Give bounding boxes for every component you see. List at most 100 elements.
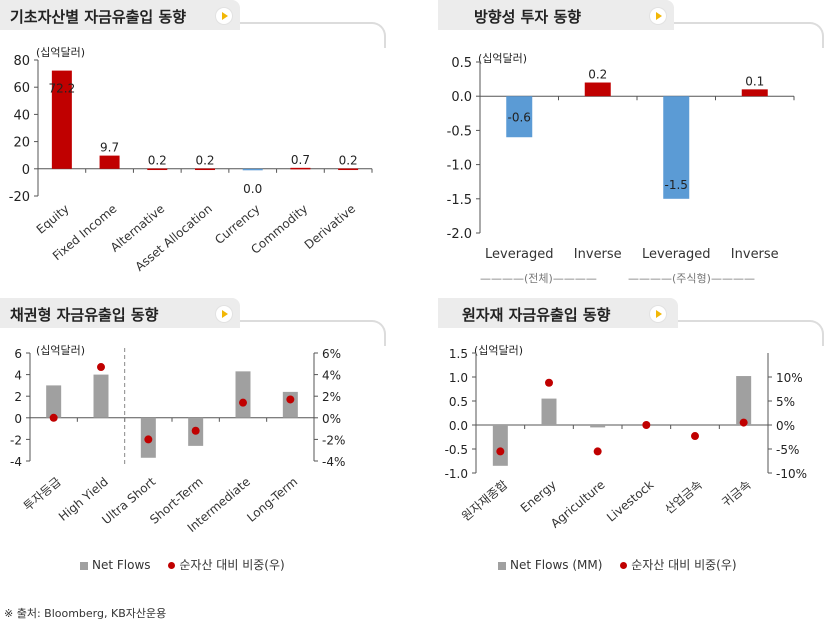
group-label-text: (전체) xyxy=(524,272,553,285)
y-tick-label: 0.5 xyxy=(451,56,472,71)
y-tick-label: -0.5 xyxy=(447,124,472,139)
x-category-label: Inverse xyxy=(731,247,779,262)
x-category-label: 산업금속 xyxy=(662,478,705,517)
data-label: 0.7 xyxy=(291,153,310,167)
play-icon[interactable] xyxy=(650,306,666,322)
group-label-total: ————(전체)———— xyxy=(480,272,597,285)
chart-asset-class: -20 0 20 40 60 80 72.2 9.7 0.2 0.2 0.0 0.7 0.2 Equity… xyxy=(9,54,373,274)
y2-tick-label: 6% xyxy=(322,347,341,361)
legend-swatch-bar xyxy=(80,561,88,570)
legend-swatch-dot xyxy=(168,562,176,569)
dot-marker xyxy=(191,426,200,435)
dot-marker xyxy=(239,398,247,407)
x-category-label: 귀금속 xyxy=(719,478,753,510)
data-label: -1.5 xyxy=(665,178,688,192)
panel-tab: 방향성 투자 동향 xyxy=(438,0,674,30)
y2-tick-label: 0% xyxy=(322,412,341,426)
bar xyxy=(492,425,508,466)
data-label: 0.2 xyxy=(148,154,167,168)
y-tick-label: 80 xyxy=(13,54,30,69)
x-category-label: Derivative xyxy=(302,202,358,252)
y-tick-label: 1.5 xyxy=(449,347,468,361)
x-category-label: Equity xyxy=(34,202,72,237)
dot-marker xyxy=(593,447,602,456)
y-tick-label: 6 xyxy=(14,347,22,361)
panel-commodity: 원자재 자금유출입 동향 (십억달러) -1.0 -0.5 0.0 0.5 1.0 1.5… xyxy=(438,298,824,588)
y2-tick-label: 0% xyxy=(776,419,795,433)
legend: Net Flows 순자산 대비 비중(우) xyxy=(80,556,285,573)
legend-label: 순자산 대비 비중(우) xyxy=(179,558,285,572)
unit-label: (십억달러) xyxy=(478,52,528,65)
x-category-label: 원자재종합 xyxy=(459,478,510,524)
y-tick-label: 4 xyxy=(14,369,22,383)
panel-tab: 기초자산별 자금유출입 동향 xyxy=(0,0,240,30)
y-tick-label: -1.0 xyxy=(445,467,468,481)
bar xyxy=(290,167,311,170)
source-footnote: ※ 출처: Bloomberg, KB자산운용 xyxy=(4,607,167,620)
bar xyxy=(506,96,533,138)
legend-swatch-bar xyxy=(498,561,506,570)
unit-label: (십억달러) xyxy=(36,46,86,59)
play-icon[interactable] xyxy=(216,8,232,24)
bar xyxy=(741,89,768,97)
y-tick-label: 0.0 xyxy=(451,90,472,105)
dot-marker xyxy=(545,378,553,387)
y-tick-label: 1.0 xyxy=(449,371,468,385)
play-icon[interactable] xyxy=(650,8,666,24)
y-tick-label: -1.0 xyxy=(447,159,472,174)
x-category-label: Energy xyxy=(518,478,559,516)
data-label: -0.6 xyxy=(508,111,531,125)
y-tick-label: 0.5 xyxy=(449,395,468,409)
panel-title: 채권형 자금유출입 동향 xyxy=(10,306,159,324)
y2-tick-label: -5% xyxy=(776,443,799,457)
x-category-label: Livestock xyxy=(604,478,656,525)
panel-title: 기초자산별 자금유출입 동향 xyxy=(10,8,187,26)
y2-tick-label: 5% xyxy=(776,395,795,409)
bar xyxy=(338,168,359,171)
dot-marker xyxy=(496,447,505,456)
x-category-label: Inverse xyxy=(574,247,622,262)
bar xyxy=(51,70,72,169)
y2-tick-label: 2% xyxy=(322,390,341,404)
bar xyxy=(235,371,251,418)
legend-label: 순자산 대비 비중(우) xyxy=(631,558,737,572)
bar xyxy=(46,385,62,418)
x-category-label: 투자등급 xyxy=(21,475,64,514)
panel-tab: 채권형 자금유출입 동향 xyxy=(0,298,240,328)
data-label: 0.2 xyxy=(339,154,358,168)
unit-label: (십억달러) xyxy=(474,344,524,357)
y2-tick-label: 10% xyxy=(776,371,803,385)
data-label: 0.1 xyxy=(745,74,764,88)
y-tick-label: 2 xyxy=(14,390,22,404)
bar xyxy=(663,96,690,199)
data-label: 0.2 xyxy=(195,154,214,168)
legend: Net Flows (MM) 순자산 대비 비중(우) xyxy=(498,556,737,573)
y2-tick-label: -2% xyxy=(322,433,345,447)
panel-title: 원자재 자금유출입 동향 xyxy=(462,306,611,324)
play-icon[interactable] xyxy=(216,306,232,322)
bar xyxy=(93,374,109,418)
unit-label: (십억달러) xyxy=(36,344,86,357)
bar xyxy=(195,168,215,171)
x-category-label: Leveraged xyxy=(485,247,554,262)
legend-label: Net Flows xyxy=(92,558,151,572)
legend-label: Net Flows (MM) xyxy=(510,558,603,572)
panel-corner xyxy=(360,320,386,346)
dot-marker xyxy=(691,432,699,441)
data-label: 0.2 xyxy=(588,68,607,82)
y-tick-label: 0 xyxy=(14,412,22,426)
chart-directional: -2.0 -1.5 -1.0 -0.5 0.0 0.5 -0.6 0.2 -1.5 0.1 Leve… xyxy=(447,56,795,262)
panel-title: 방향성 투자 동향 xyxy=(474,8,582,26)
dot-marker xyxy=(144,435,153,444)
panel-border xyxy=(240,320,362,322)
panel-tab: 원자재 자금유출입 동향 xyxy=(438,298,678,328)
panel-border xyxy=(240,22,362,24)
y2-tick-label: 4% xyxy=(322,369,341,383)
dot-marker xyxy=(97,363,105,372)
bar xyxy=(584,82,611,97)
data-label: 0.0 xyxy=(243,182,262,196)
panel-asset-class: 기초자산별 자금유출입 동향 (십억달러) -20 0 20 40 60 80 72.2 9.… xyxy=(0,0,386,290)
data-label: 72.2 xyxy=(48,82,75,96)
x-category-label: Long-Term xyxy=(244,475,300,525)
y2-tick-label: -4% xyxy=(322,455,345,469)
